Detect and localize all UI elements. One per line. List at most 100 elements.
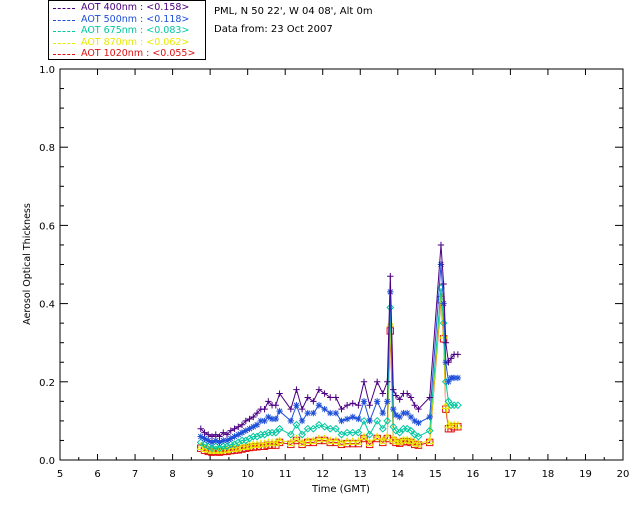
data-point xyxy=(403,390,411,397)
data-point xyxy=(204,442,213,451)
data-point xyxy=(411,402,418,409)
data-point xyxy=(407,413,415,421)
data-point xyxy=(200,440,209,449)
x-tick-label: 19 xyxy=(579,469,592,480)
series-line xyxy=(200,244,458,438)
y-tick-label: 0.4 xyxy=(39,300,55,311)
data-point xyxy=(231,433,238,440)
data-point xyxy=(415,405,422,413)
series-aot-675nm xyxy=(196,284,462,453)
data-point xyxy=(298,440,306,449)
data-point xyxy=(410,440,419,449)
data-point xyxy=(205,437,212,444)
data-point xyxy=(384,378,391,385)
data-point xyxy=(231,425,238,432)
data-point xyxy=(272,402,280,409)
data-point xyxy=(315,420,323,429)
data-point xyxy=(437,261,445,268)
data-point xyxy=(250,423,257,430)
data-point xyxy=(298,438,307,447)
data-point xyxy=(442,339,450,346)
data-point xyxy=(309,436,318,445)
data-point xyxy=(304,409,311,417)
y-tick-label: 0.6 xyxy=(39,221,55,232)
data-point xyxy=(447,401,456,410)
data-point xyxy=(387,273,394,280)
series-line xyxy=(200,264,458,443)
data-point xyxy=(360,398,368,405)
data-point xyxy=(287,405,295,413)
legend-swatch xyxy=(53,19,75,21)
data-point xyxy=(343,428,352,437)
data-point xyxy=(272,415,280,423)
data-point xyxy=(360,416,368,425)
data-point xyxy=(211,442,220,451)
data-point xyxy=(338,405,345,413)
data-point xyxy=(235,431,242,438)
data-point xyxy=(354,436,363,445)
data-point xyxy=(197,425,204,432)
data-point xyxy=(201,435,208,442)
data-point xyxy=(373,398,381,405)
data-point xyxy=(216,439,223,446)
x-tick-label: 18 xyxy=(542,469,555,480)
legend-label: AOT 1020nm : <0.055> xyxy=(81,48,196,60)
x-tick-label: 14 xyxy=(391,469,404,480)
data-point xyxy=(332,409,340,417)
data-point xyxy=(265,398,272,405)
data-point xyxy=(275,436,284,445)
data-point xyxy=(436,291,445,300)
legend-swatch xyxy=(53,42,75,44)
data-point xyxy=(343,436,352,445)
data-point xyxy=(310,398,317,405)
data-point xyxy=(320,422,329,431)
data-point xyxy=(331,436,340,445)
legend: AOT 400nm : <0.158> AOT 500nm : <0.118> AO… xyxy=(48,0,206,60)
data-point xyxy=(286,430,295,439)
legend-item: AOT 870nm : <0.062> xyxy=(49,37,207,49)
x-tick-label: 9 xyxy=(207,469,213,480)
data-point xyxy=(348,428,357,437)
data-point xyxy=(304,394,311,401)
site-info: PML, N 50 22', W 04 08', Alt 0m xyxy=(214,6,373,17)
data-point xyxy=(396,413,403,421)
data-point xyxy=(366,402,373,409)
data-point xyxy=(212,437,219,444)
data-point xyxy=(378,424,387,433)
x-tick-label: 16 xyxy=(466,469,479,480)
data-point xyxy=(425,426,434,435)
y-tick-label: 0.0 xyxy=(39,456,55,467)
data-point xyxy=(349,400,356,407)
data-point xyxy=(253,421,261,429)
data-point xyxy=(246,425,253,432)
legend-label: AOT 500nm : <0.118> xyxy=(81,13,190,25)
data-point xyxy=(220,429,227,436)
x-tick-label: 10 xyxy=(241,469,254,480)
data-point xyxy=(390,405,397,413)
data-point xyxy=(265,413,272,421)
data-point xyxy=(360,434,368,443)
data-point xyxy=(293,402,300,409)
data-point xyxy=(373,378,381,385)
data-point xyxy=(298,430,306,439)
legend-item: AOT 1020nm : <0.055> xyxy=(49,48,207,60)
y-tick-label: 1.0 xyxy=(39,65,55,76)
data-point xyxy=(246,415,253,423)
data-point xyxy=(403,409,411,417)
data-point xyxy=(320,434,329,443)
data-point xyxy=(261,405,268,413)
data-point xyxy=(196,441,205,451)
data-point xyxy=(298,405,306,413)
data-point xyxy=(373,432,382,441)
data-point xyxy=(355,402,362,409)
data-point xyxy=(321,405,328,413)
legend-label: AOT 400nm : <0.158> xyxy=(81,2,190,13)
data-point xyxy=(403,424,412,433)
data-point xyxy=(407,426,415,435)
data-point xyxy=(396,396,403,403)
y-axis-label: Aerosol Optical Thickness xyxy=(22,203,33,325)
data-point xyxy=(395,428,404,437)
data-point xyxy=(403,437,411,446)
data-point xyxy=(425,436,434,445)
date-info: Data from: 23 Oct 2007 xyxy=(214,24,333,35)
